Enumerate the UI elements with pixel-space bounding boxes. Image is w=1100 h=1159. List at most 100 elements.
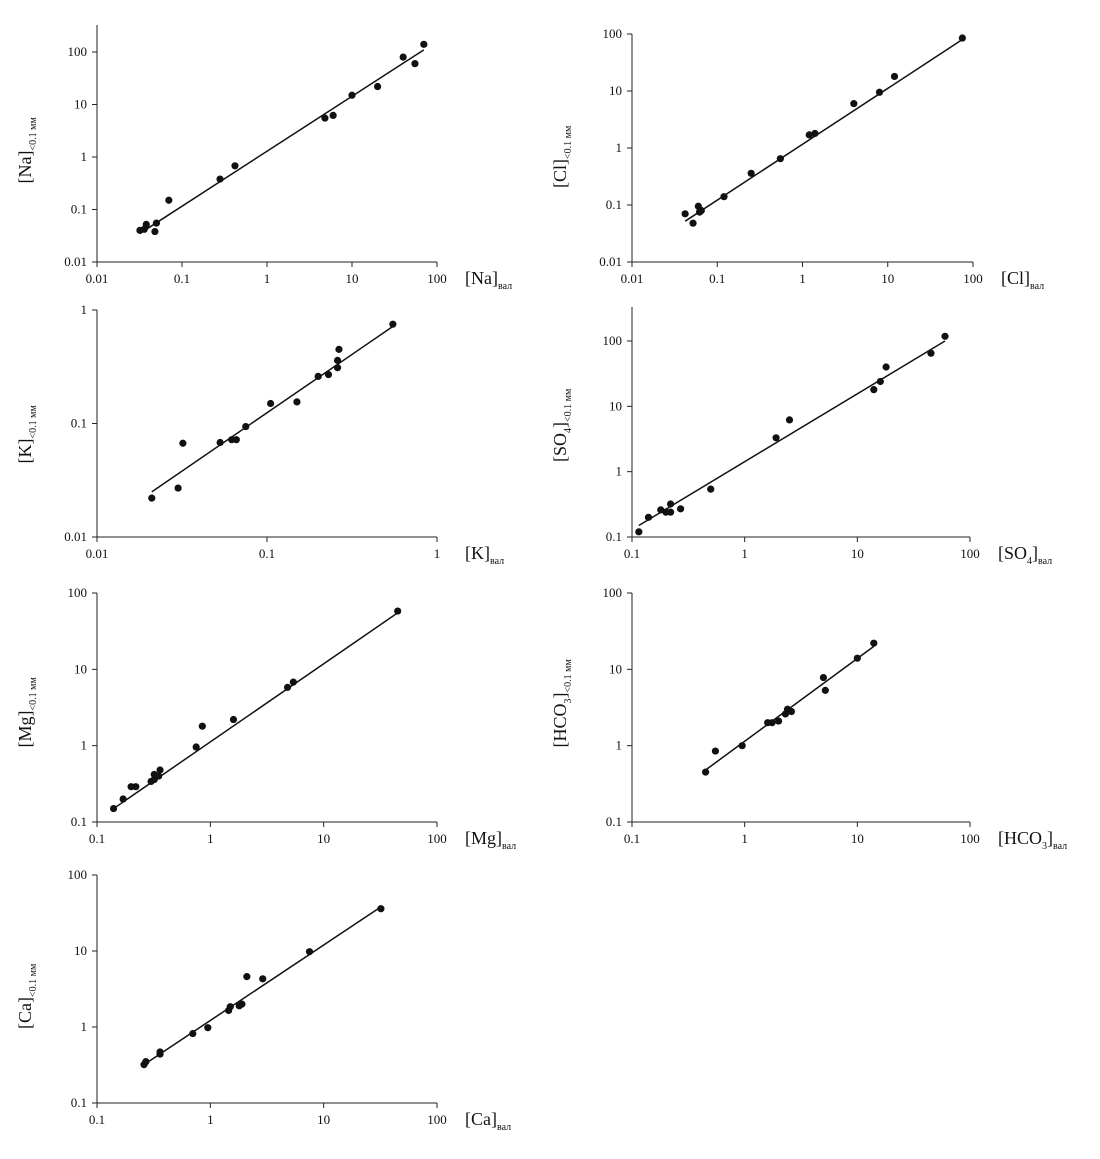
x-axis-label-text: [Mg] bbox=[465, 828, 502, 848]
y-tick-label: 0.01 bbox=[599, 254, 622, 269]
x-tick-label: 0.01 bbox=[86, 546, 109, 561]
data-point bbox=[289, 678, 297, 686]
y-axis-label-subscript: <0.1 мм bbox=[28, 963, 39, 997]
x-axis-label-text: [Na] bbox=[465, 268, 498, 288]
data-point bbox=[148, 494, 156, 502]
x-tick-label: 100 bbox=[960, 831, 980, 846]
y-tick-label: 100 bbox=[68, 867, 88, 882]
y-axis-label: [Cl]<0.1 мм bbox=[550, 125, 574, 188]
y-axis-label-text: [SO bbox=[550, 433, 570, 462]
data-point bbox=[711, 747, 720, 755]
data-point bbox=[389, 320, 397, 328]
y-tick-label: 10 bbox=[609, 83, 622, 98]
y-tick-label: 1 bbox=[81, 1019, 88, 1034]
y-tick-label: 100 bbox=[603, 585, 623, 600]
data-point bbox=[335, 345, 343, 353]
data-point bbox=[333, 356, 342, 364]
x-axis-label: [K]вал bbox=[465, 543, 504, 567]
x-axis-label: [HCO3]вал bbox=[998, 828, 1067, 852]
data-point bbox=[155, 772, 163, 780]
data-point bbox=[216, 438, 224, 447]
x-axis-label-subscript: вал bbox=[1030, 281, 1044, 292]
data-point bbox=[870, 386, 878, 394]
y-axis-label-text: [Mg] bbox=[15, 711, 35, 748]
data-point bbox=[142, 220, 150, 229]
data-point bbox=[156, 1050, 164, 1058]
x-axis-label-text: [Cl] bbox=[1001, 268, 1030, 288]
y-tick-label: 0.1 bbox=[71, 1095, 87, 1110]
data-point bbox=[927, 349, 935, 357]
data-point bbox=[329, 111, 337, 119]
x-axis-label-text: [Ca] bbox=[465, 1109, 497, 1129]
x-tick-label: 0.1 bbox=[174, 271, 190, 286]
y-axis-label-subscript: <0.1 мм bbox=[28, 405, 39, 439]
data-point bbox=[787, 707, 796, 716]
data-point bbox=[283, 683, 292, 691]
y-axis-label-text: [Ca] bbox=[15, 997, 35, 1029]
x-axis-label: [SO4]вал bbox=[998, 543, 1052, 567]
x-tick-label: 1 bbox=[434, 546, 441, 561]
data-point bbox=[132, 783, 140, 791]
scatter-panel-3: 0.01 0.1 10.010.11[K]вал[K]<0.1 мм bbox=[15, 302, 504, 567]
data-point bbox=[819, 673, 828, 682]
y-tick-label: 0.1 bbox=[71, 202, 87, 217]
y-axis-label: [K]<0.1 мм bbox=[15, 405, 39, 464]
x-axis-label-subscript: вал bbox=[502, 841, 516, 852]
data-point bbox=[192, 743, 200, 751]
y-axis-label-subscript: <0.1 мм bbox=[563, 125, 574, 159]
data-point bbox=[738, 742, 746, 750]
data-point bbox=[420, 40, 428, 48]
data-point bbox=[882, 363, 890, 371]
data-point bbox=[875, 88, 884, 96]
y-axis-label: [HCO3]<0.1 мм bbox=[550, 659, 574, 748]
x-tick-label: 100 bbox=[427, 831, 447, 846]
data-point bbox=[348, 91, 356, 99]
x-axis-label-bracket: ] bbox=[1032, 543, 1038, 563]
fit-line bbox=[684, 38, 963, 222]
data-point bbox=[941, 332, 949, 340]
x-axis-label-text: [HCO bbox=[998, 828, 1042, 848]
data-point bbox=[681, 210, 689, 218]
data-point bbox=[666, 508, 675, 516]
data-point bbox=[677, 505, 685, 513]
y-tick-label: 10 bbox=[74, 943, 87, 958]
x-tick-label: 1 bbox=[207, 1112, 214, 1127]
data-point bbox=[394, 607, 402, 615]
y-tick-label: 1 bbox=[616, 738, 623, 753]
y-axis-label: [Ca]<0.1 мм bbox=[15, 963, 39, 1029]
data-point bbox=[232, 436, 240, 444]
data-point bbox=[267, 399, 275, 408]
data-point bbox=[324, 370, 333, 379]
data-point bbox=[198, 722, 206, 730]
data-point bbox=[156, 766, 164, 774]
x-tick-label: 10 bbox=[317, 1112, 330, 1127]
data-point bbox=[231, 162, 239, 170]
data-point bbox=[958, 34, 966, 42]
y-tick-label: 100 bbox=[603, 26, 623, 41]
x-axis-label: [Ca]вал bbox=[465, 1109, 511, 1133]
data-point bbox=[701, 768, 710, 776]
y-tick-label: 0.1 bbox=[606, 529, 622, 544]
y-tick-label: 10 bbox=[74, 661, 87, 676]
x-tick-label: 0.1 bbox=[624, 546, 640, 561]
data-point bbox=[189, 1029, 197, 1038]
y-tick-label: 0.1 bbox=[606, 814, 622, 829]
data-point bbox=[772, 434, 780, 442]
y-axis-label: [Mg]<0.1 мм bbox=[15, 677, 39, 748]
x-tick-label: 0.1 bbox=[89, 831, 105, 846]
x-tick-label: 0.1 bbox=[259, 546, 275, 561]
y-axis-label: [Na]<0.1 мм bbox=[15, 117, 39, 184]
y-tick-label: 0.1 bbox=[71, 416, 87, 431]
y-tick-label: 10 bbox=[609, 661, 622, 676]
data-point bbox=[821, 686, 829, 694]
y-axis-label-digit: 4 bbox=[563, 428, 574, 433]
data-point bbox=[411, 60, 419, 68]
data-point bbox=[666, 500, 675, 508]
data-point bbox=[774, 717, 783, 725]
x-tick-label: 0.1 bbox=[624, 831, 640, 846]
y-tick-label: 100 bbox=[68, 44, 88, 59]
x-tick-label: 10 bbox=[851, 546, 864, 561]
y-axis-label-text: [Cl] bbox=[550, 159, 570, 188]
x-tick-label: 10 bbox=[317, 831, 330, 846]
